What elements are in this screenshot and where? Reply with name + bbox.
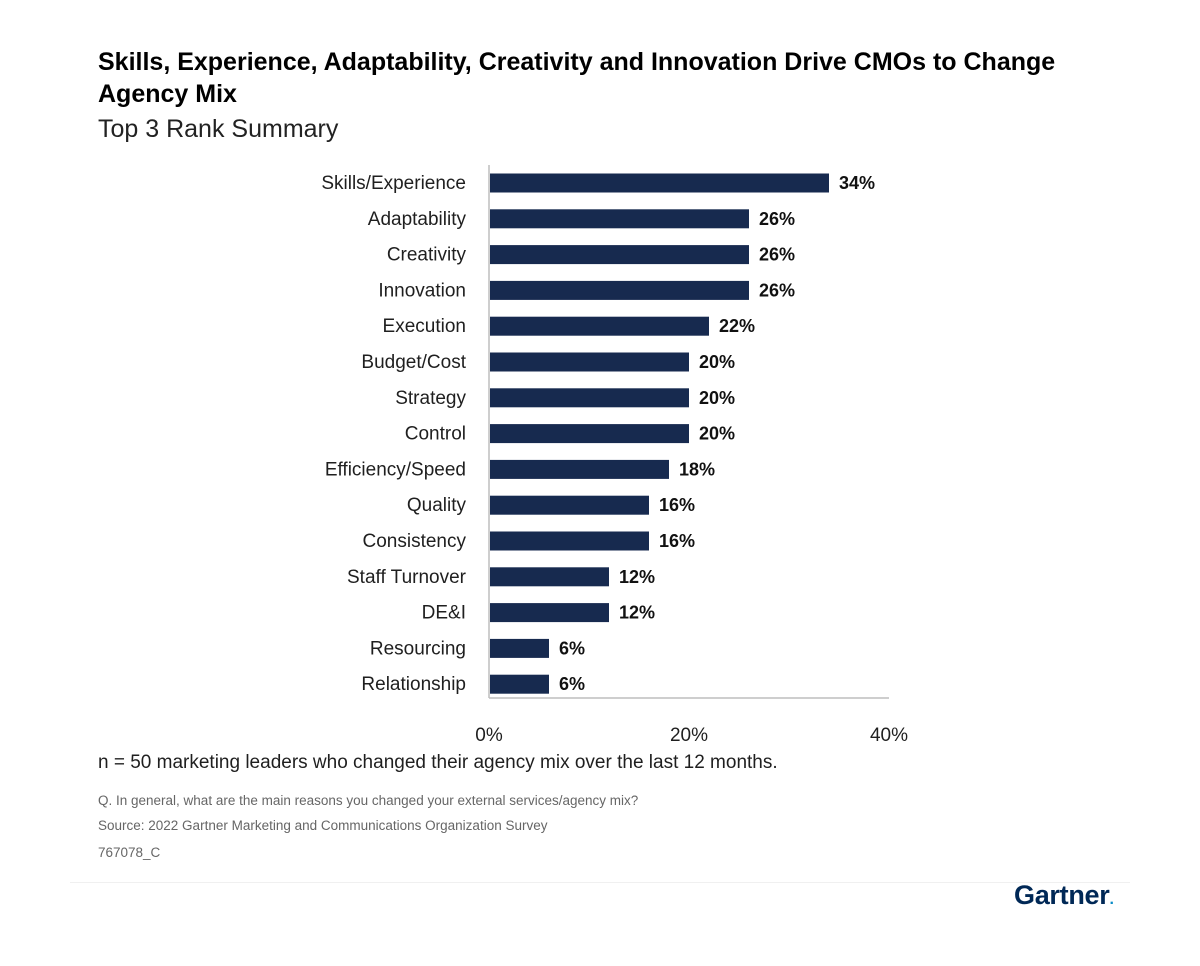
bar xyxy=(490,280,749,300)
category-label: Control xyxy=(405,424,466,445)
bar xyxy=(490,209,749,229)
footer-divider xyxy=(70,882,1130,883)
data-label: 18% xyxy=(679,459,715,479)
source-note: Source: 2022 Gartner Marketing and Commu… xyxy=(98,818,548,833)
data-label: 6% xyxy=(559,674,585,694)
data-label: 26% xyxy=(759,280,795,300)
bar xyxy=(490,603,609,623)
bar xyxy=(490,424,689,444)
bar xyxy=(490,459,669,479)
data-label: 6% xyxy=(559,638,585,658)
category-label: Consistency xyxy=(363,531,467,552)
data-label: 26% xyxy=(759,209,795,229)
brand-dot: . xyxy=(1109,891,1114,908)
category-label: Staff Turnover xyxy=(347,567,467,588)
chart-subtitle: Top 3 Rank Summary xyxy=(98,115,339,143)
bar xyxy=(490,567,609,587)
category-label: Resourcing xyxy=(370,638,466,659)
bar xyxy=(490,638,549,658)
category-label: Budget/Cost xyxy=(361,352,466,373)
category-label: Adaptability xyxy=(368,209,467,230)
category-label: Execution xyxy=(383,316,466,337)
category-label: Relationship xyxy=(361,674,466,695)
sample-note: n = 50 marketing leaders who changed the… xyxy=(98,752,778,773)
bar xyxy=(490,173,829,193)
data-label: 16% xyxy=(659,495,695,515)
category-label: Strategy xyxy=(395,388,466,409)
data-label: 20% xyxy=(699,388,735,408)
bar xyxy=(490,388,689,408)
bar xyxy=(490,245,749,265)
chart-title: Skills, Experience, Adaptability, Creati… xyxy=(98,48,1056,108)
category-label: Skills/Experience xyxy=(321,173,466,194)
x-tick-label: 20% xyxy=(670,725,708,746)
category-label: DE&I xyxy=(422,603,466,624)
gartner-logo: Gartner. xyxy=(1014,880,1114,911)
data-label: 34% xyxy=(839,173,875,193)
survey-question: Q. In general, what are the main reasons… xyxy=(98,793,639,808)
bar xyxy=(490,674,549,694)
bar xyxy=(490,352,689,372)
category-label: Creativity xyxy=(387,245,467,266)
x-tick-label: 0% xyxy=(475,725,503,746)
data-label: 20% xyxy=(699,352,735,372)
data-label: 16% xyxy=(659,531,695,551)
bar-chart: Skills/Experience 34% Adaptability 26% Creat… xyxy=(321,165,908,746)
bar xyxy=(490,316,709,336)
data-label: 12% xyxy=(619,603,655,623)
category-label: Efficiency/Speed xyxy=(325,459,466,480)
bar xyxy=(490,495,649,515)
category-label: Quality xyxy=(407,495,467,516)
category-label: Innovation xyxy=(378,280,466,301)
document-code: 767078_C xyxy=(98,845,161,860)
data-label: 20% xyxy=(699,424,735,444)
data-label: 22% xyxy=(719,316,755,336)
brand-name: Gartner xyxy=(1014,880,1110,910)
data-label: 12% xyxy=(619,567,655,587)
data-label: 26% xyxy=(759,245,795,265)
bar xyxy=(490,531,649,551)
x-tick-label: 40% xyxy=(870,725,908,746)
